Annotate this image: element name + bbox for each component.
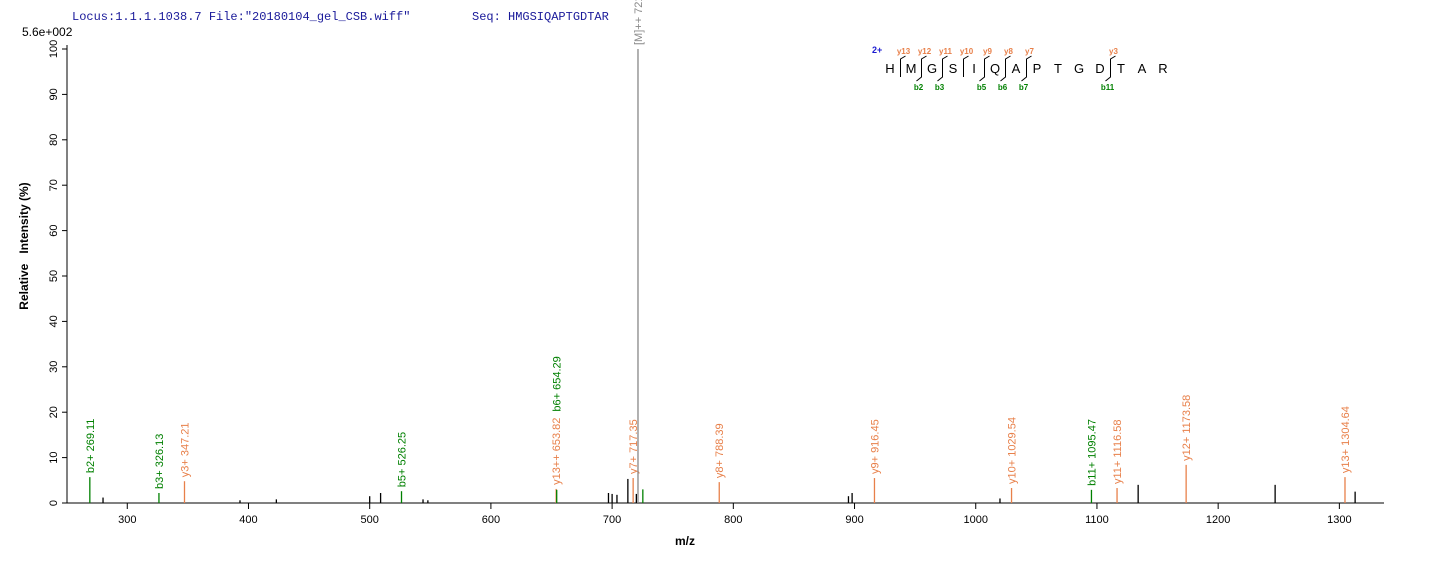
x-tick-label: 1100 <box>1085 514 1109 526</box>
y-tick-label: 80 <box>48 134 60 146</box>
y-ion-label: y9 <box>983 47 992 56</box>
x-tick-label: 800 <box>724 514 742 526</box>
residue: M <box>906 61 917 76</box>
y-axis-title: Relative Intensity (%) <box>17 182 31 309</box>
peak-label: y8+ 788.39 <box>714 423 726 478</box>
y-ion-label: y3 <box>1109 47 1118 56</box>
residue: I <box>972 61 976 76</box>
y-cleavage <box>1026 55 1032 77</box>
x-tick-label: 1300 <box>1327 514 1351 526</box>
x-tick-label: 1000 <box>963 514 987 526</box>
peak-label: y12+ 1173.58 <box>1181 395 1193 461</box>
x-tick-label: 300 <box>118 514 136 526</box>
y-cleavage <box>921 55 927 77</box>
b-ion-label: b6 <box>998 83 1008 92</box>
residue: Q <box>990 61 1000 76</box>
residue: G <box>927 61 937 76</box>
y-tick-label: 90 <box>48 88 60 100</box>
residue: D <box>1095 61 1104 76</box>
y-cleavage <box>984 55 990 77</box>
residue: H <box>885 61 894 76</box>
charge: 2+ <box>872 45 882 55</box>
y-cleavage <box>942 55 948 77</box>
locus: Locus:1.1.1.1038.7 File:"20180104_gel_CS… <box>72 10 410 24</box>
residue: R <box>1158 61 1167 76</box>
peak-label: y13++ 653.82 <box>551 418 563 485</box>
residue: S <box>949 61 958 76</box>
b-cleavage <box>916 59 922 82</box>
b-ion-label: b11 <box>1101 83 1115 92</box>
peak-label: b5+ 526.25 <box>397 432 409 487</box>
b-cleavage <box>1000 59 1006 82</box>
sequence-header: Seq: HMGSIQAPTGDTAR <box>472 10 609 24</box>
y-cleavage <box>1005 55 1011 77</box>
peak-label: y13+ 1304.64 <box>1340 406 1352 473</box>
y-tick-label: 70 <box>48 179 60 191</box>
peak-label: [M]++ 721.35 <box>633 0 645 45</box>
y-cleavage <box>963 55 969 77</box>
residue: G <box>1074 61 1084 76</box>
y-cleavage <box>900 55 906 77</box>
b-cleavage <box>1021 59 1027 82</box>
y-tick-label: 40 <box>48 315 60 327</box>
y-tick-label: 10 <box>48 451 60 463</box>
peak-label: y9+ 916.45 <box>869 419 881 474</box>
y-cleavage <box>1110 55 1116 77</box>
b-cleavage <box>1105 59 1111 82</box>
residue: T <box>1117 61 1125 76</box>
residue: P <box>1033 61 1042 76</box>
x-tick-label: 600 <box>482 514 500 526</box>
residue: T <box>1054 61 1062 76</box>
b-ion-label: b2 <box>914 83 924 92</box>
y-ion-label: y11 <box>939 47 952 56</box>
y-tick-label: 30 <box>48 361 60 373</box>
x-tick-label: 900 <box>845 514 863 526</box>
residue: A <box>1138 61 1147 76</box>
residue: A <box>1012 61 1021 76</box>
y-tick-label: 60 <box>48 224 60 236</box>
x-tick-label: 500 <box>361 514 379 526</box>
y-tick-label: 0 <box>48 500 60 506</box>
peak-label: y10+ 1029.54 <box>1007 417 1019 484</box>
y-tick-label: 100 <box>48 40 60 58</box>
scale-label: 5.6e+002 <box>22 25 73 39</box>
y-ion-label: y7 <box>1025 47 1034 56</box>
peak-label: b11+ 1095.47 <box>1086 419 1098 486</box>
x-tick-label: 700 <box>603 514 621 526</box>
x-tick-label: 1200 <box>1206 514 1230 526</box>
y-ion-label: y12 <box>918 47 932 56</box>
peak-label: b2+ 269.11 <box>85 419 97 474</box>
peak-label: y7+ 717.35 <box>628 419 640 474</box>
b-cleavage <box>937 59 943 82</box>
b-ion-label: b7 <box>1019 83 1029 92</box>
y-tick-label: 50 <box>48 270 60 282</box>
peak-label: b6+ 654.29 <box>552 356 564 411</box>
y-ion-label: y13 <box>897 47 911 56</box>
y-tick-label: 20 <box>48 406 60 418</box>
x-axis-title: m/z <box>675 534 695 548</box>
b-cleavage <box>979 59 985 82</box>
b-ion-label: b5 <box>977 83 987 92</box>
peak-label: y11+ 1116.58 <box>1112 419 1124 484</box>
y-ion-label: y8 <box>1004 47 1013 56</box>
peak-label: b3+ 326.13 <box>154 434 166 489</box>
peak-label: y3+ 347.21 <box>179 422 191 477</box>
y-ion-label: y10 <box>960 47 974 56</box>
b-ion-label: b3 <box>935 83 945 92</box>
x-tick-label: 400 <box>239 514 257 526</box>
